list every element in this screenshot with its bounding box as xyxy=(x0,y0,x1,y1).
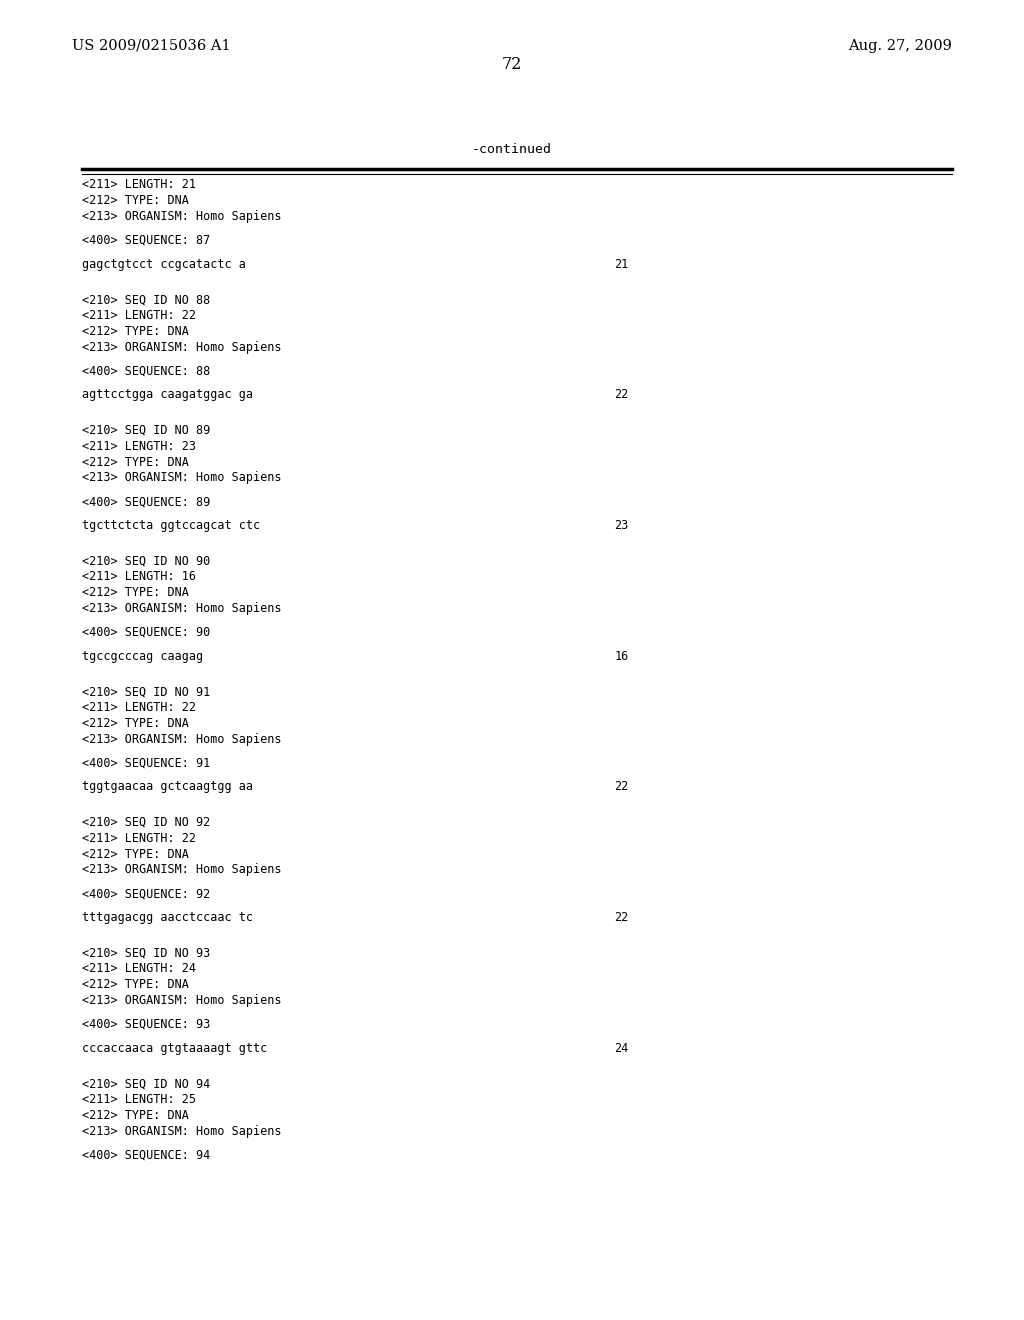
Text: agttcctgga caagatggac ga: agttcctgga caagatggac ga xyxy=(82,388,253,401)
Text: <210> SEQ ID NO 88: <210> SEQ ID NO 88 xyxy=(82,293,210,306)
Text: <213> ORGANISM: Homo Sapiens: <213> ORGANISM: Homo Sapiens xyxy=(82,1125,282,1138)
Text: <400> SEQUENCE: 87: <400> SEQUENCE: 87 xyxy=(82,234,210,247)
Text: <213> ORGANISM: Homo Sapiens: <213> ORGANISM: Homo Sapiens xyxy=(82,471,282,484)
Text: 21: 21 xyxy=(614,257,629,271)
Text: <212> TYPE: DNA: <212> TYPE: DNA xyxy=(82,586,188,599)
Text: 24: 24 xyxy=(614,1041,629,1055)
Text: <213> ORGANISM: Homo Sapiens: <213> ORGANISM: Homo Sapiens xyxy=(82,341,282,354)
Text: <211> LENGTH: 22: <211> LENGTH: 22 xyxy=(82,309,196,322)
Text: <212> TYPE: DNA: <212> TYPE: DNA xyxy=(82,1109,188,1122)
Text: <212> TYPE: DNA: <212> TYPE: DNA xyxy=(82,847,188,861)
Text: <213> ORGANISM: Homo Sapiens: <213> ORGANISM: Homo Sapiens xyxy=(82,210,282,223)
Text: tgcttctcta ggtccagcat ctc: tgcttctcta ggtccagcat ctc xyxy=(82,519,260,532)
Text: <210> SEQ ID NO 93: <210> SEQ ID NO 93 xyxy=(82,946,210,960)
Text: Aug. 27, 2009: Aug. 27, 2009 xyxy=(849,38,952,53)
Text: <212> TYPE: DNA: <212> TYPE: DNA xyxy=(82,194,188,207)
Text: <212> TYPE: DNA: <212> TYPE: DNA xyxy=(82,455,188,469)
Text: <210> SEQ ID NO 90: <210> SEQ ID NO 90 xyxy=(82,554,210,568)
Text: <211> LENGTH: 24: <211> LENGTH: 24 xyxy=(82,962,196,975)
Text: <213> ORGANISM: Homo Sapiens: <213> ORGANISM: Homo Sapiens xyxy=(82,733,282,746)
Text: <211> LENGTH: 21: <211> LENGTH: 21 xyxy=(82,178,196,191)
Text: <400> SEQUENCE: 90: <400> SEQUENCE: 90 xyxy=(82,626,210,639)
Text: <400> SEQUENCE: 92: <400> SEQUENCE: 92 xyxy=(82,887,210,900)
Text: <213> ORGANISM: Homo Sapiens: <213> ORGANISM: Homo Sapiens xyxy=(82,994,282,1007)
Text: 23: 23 xyxy=(614,519,629,532)
Text: tttgagacgg aacctccaac tc: tttgagacgg aacctccaac tc xyxy=(82,911,253,924)
Text: gagctgtcct ccgcatactc a: gagctgtcct ccgcatactc a xyxy=(82,257,246,271)
Text: 22: 22 xyxy=(614,911,629,924)
Text: <400> SEQUENCE: 93: <400> SEQUENCE: 93 xyxy=(82,1018,210,1031)
Text: <400> SEQUENCE: 94: <400> SEQUENCE: 94 xyxy=(82,1148,210,1162)
Text: <210> SEQ ID NO 92: <210> SEQ ID NO 92 xyxy=(82,816,210,829)
Text: <213> ORGANISM: Homo Sapiens: <213> ORGANISM: Homo Sapiens xyxy=(82,863,282,876)
Text: <213> ORGANISM: Homo Sapiens: <213> ORGANISM: Homo Sapiens xyxy=(82,602,282,615)
Text: 22: 22 xyxy=(614,388,629,401)
Text: <400> SEQUENCE: 88: <400> SEQUENCE: 88 xyxy=(82,364,210,378)
Text: 72: 72 xyxy=(502,55,522,73)
Text: <211> LENGTH: 22: <211> LENGTH: 22 xyxy=(82,832,196,845)
Text: <212> TYPE: DNA: <212> TYPE: DNA xyxy=(82,717,188,730)
Text: 22: 22 xyxy=(614,780,629,793)
Text: <212> TYPE: DNA: <212> TYPE: DNA xyxy=(82,325,188,338)
Text: <211> LENGTH: 25: <211> LENGTH: 25 xyxy=(82,1093,196,1106)
Text: tgccgcccag caagag: tgccgcccag caagag xyxy=(82,649,203,663)
Text: -continued: -continued xyxy=(472,143,552,156)
Text: <211> LENGTH: 16: <211> LENGTH: 16 xyxy=(82,570,196,583)
Text: <210> SEQ ID NO 89: <210> SEQ ID NO 89 xyxy=(82,424,210,437)
Text: US 2009/0215036 A1: US 2009/0215036 A1 xyxy=(72,38,230,53)
Text: <211> LENGTH: 22: <211> LENGTH: 22 xyxy=(82,701,196,714)
Text: <400> SEQUENCE: 89: <400> SEQUENCE: 89 xyxy=(82,495,210,508)
Text: tggtgaacaa gctcaagtgg aa: tggtgaacaa gctcaagtgg aa xyxy=(82,780,253,793)
Text: <210> SEQ ID NO 94: <210> SEQ ID NO 94 xyxy=(82,1077,210,1090)
Text: <400> SEQUENCE: 91: <400> SEQUENCE: 91 xyxy=(82,756,210,770)
Text: <212> TYPE: DNA: <212> TYPE: DNA xyxy=(82,978,188,991)
Text: cccaccaaca gtgtaaaagt gttc: cccaccaaca gtgtaaaagt gttc xyxy=(82,1041,267,1055)
Text: <211> LENGTH: 23: <211> LENGTH: 23 xyxy=(82,440,196,453)
Text: 16: 16 xyxy=(614,649,629,663)
Text: <210> SEQ ID NO 91: <210> SEQ ID NO 91 xyxy=(82,685,210,698)
